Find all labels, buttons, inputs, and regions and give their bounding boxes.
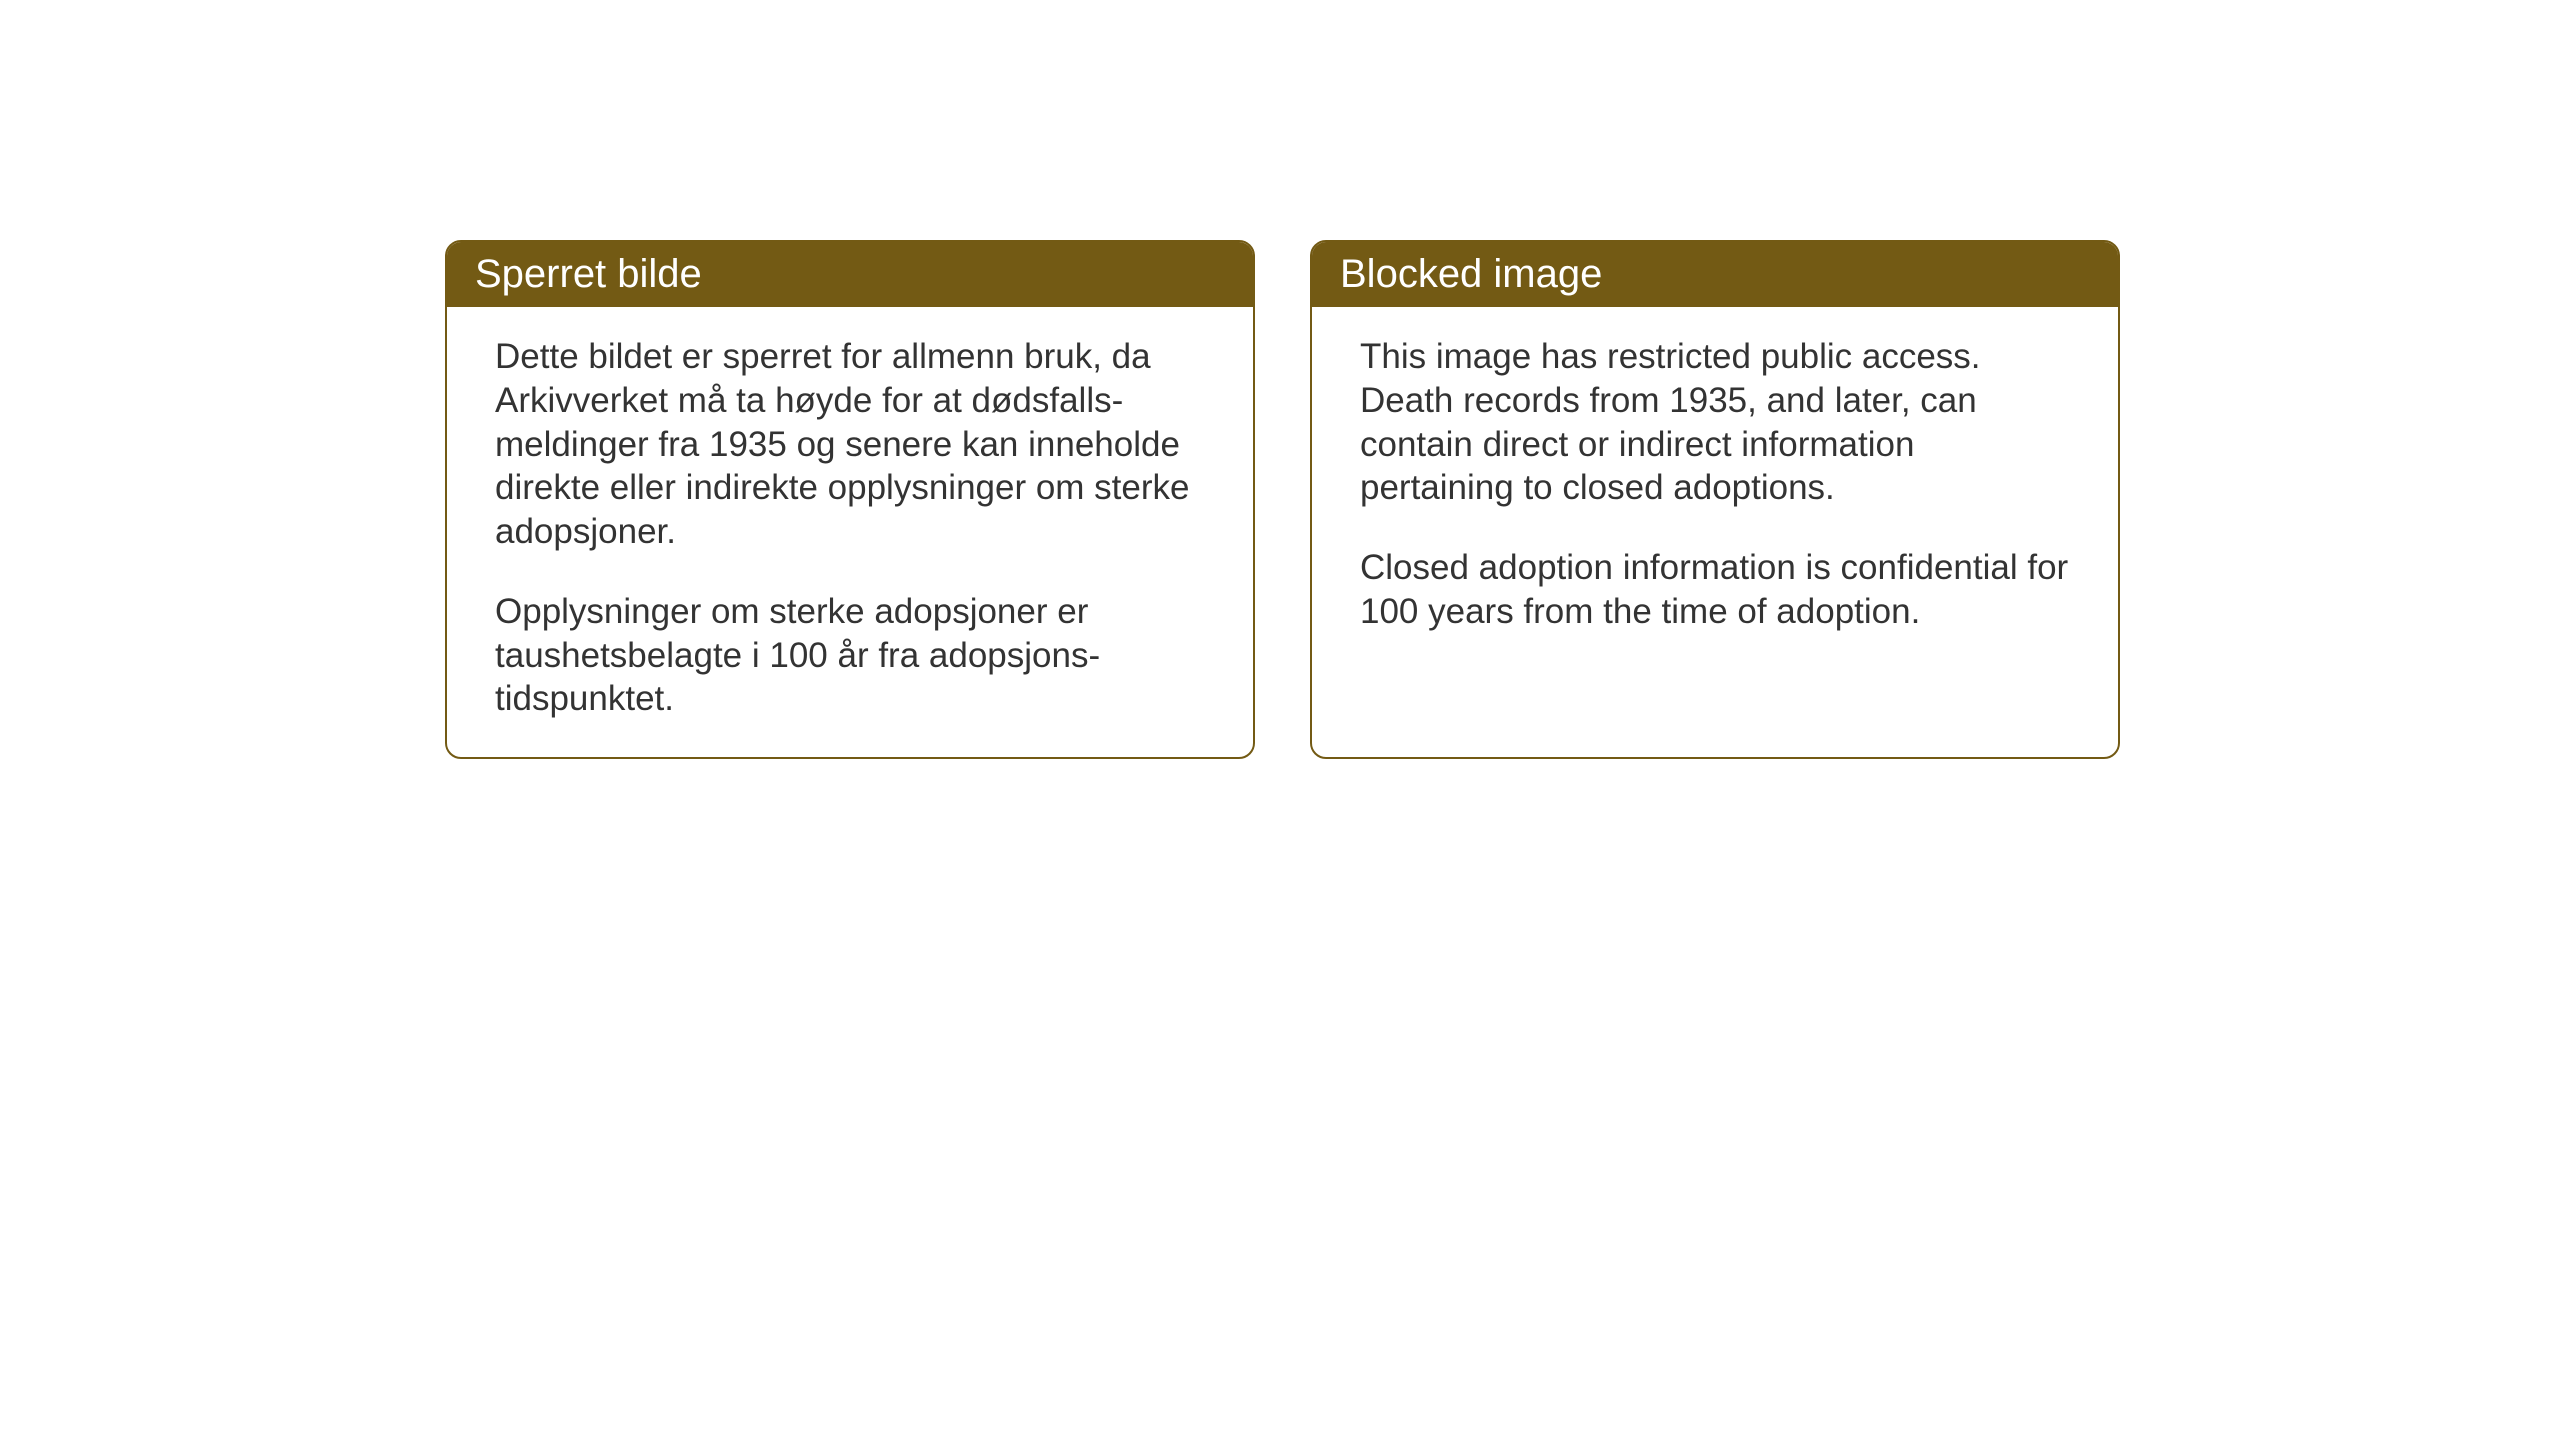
notice-header-english: Blocked image <box>1312 242 2118 307</box>
notice-body-norwegian: Dette bildet er sperret for allmenn bruk… <box>447 307 1253 757</box>
notice-paragraph-2-norwegian: Opplysninger om sterke adopsjoner er tau… <box>495 590 1205 721</box>
notice-container: Sperret bilde Dette bildet er sperret fo… <box>445 240 2120 759</box>
notice-header-norwegian: Sperret bilde <box>447 242 1253 307</box>
notice-card-norwegian: Sperret bilde Dette bildet er sperret fo… <box>445 240 1255 759</box>
notice-title-norwegian: Sperret bilde <box>475 252 702 296</box>
notice-card-english: Blocked image This image has restricted … <box>1310 240 2120 759</box>
notice-body-english: This image has restricted public access.… <box>1312 307 2118 670</box>
notice-paragraph-2-english: Closed adoption information is confident… <box>1360 546 2070 634</box>
notice-title-english: Blocked image <box>1340 252 1602 296</box>
notice-paragraph-1-english: This image has restricted public access.… <box>1360 335 2070 510</box>
notice-paragraph-1-norwegian: Dette bildet er sperret for allmenn bruk… <box>495 335 1205 554</box>
